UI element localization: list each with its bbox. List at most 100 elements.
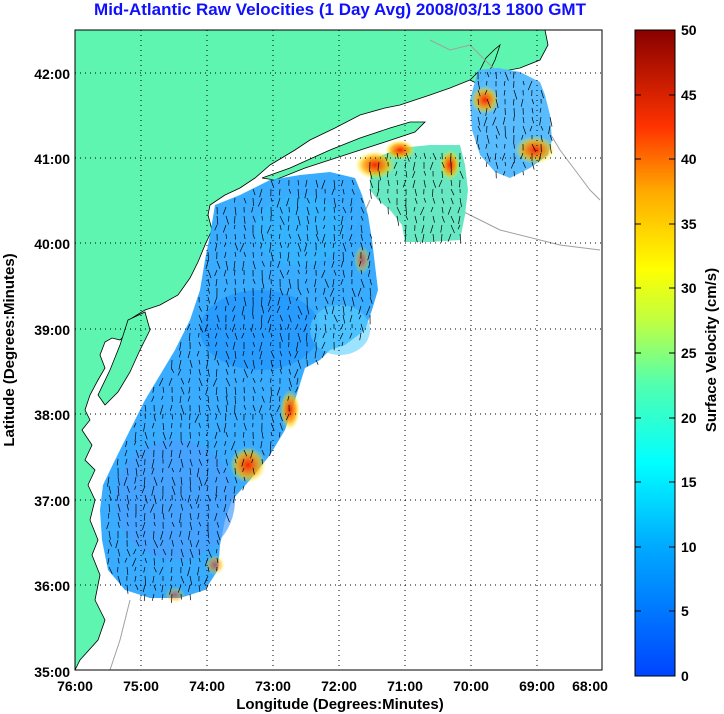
colorbar-tick-label: 50 xyxy=(681,22,697,38)
velocity-arrow xyxy=(331,260,335,268)
velocity-arrow xyxy=(351,242,353,248)
velocity-arrow xyxy=(241,305,245,316)
velocity-arrow xyxy=(306,215,310,225)
velocity-arrow xyxy=(161,395,164,400)
plot-frame xyxy=(74,29,603,671)
velocity-arrow xyxy=(216,323,220,330)
x-tick-label: 72:00 xyxy=(321,678,357,694)
velocity-arrow xyxy=(531,98,535,105)
velocity-arrow xyxy=(151,422,155,429)
velocity-arrow xyxy=(405,206,407,216)
velocity-arrow xyxy=(207,278,211,287)
velocity-arrow xyxy=(288,359,291,366)
x-tick-label: 71:00 xyxy=(387,678,423,694)
velocity-arrow xyxy=(234,449,238,459)
colorbar-tick-label: 10 xyxy=(681,539,697,555)
velocity-arrow xyxy=(243,197,247,204)
velocity-arrow xyxy=(477,98,480,106)
velocity-arrow xyxy=(180,404,185,415)
velocity-arrow xyxy=(495,143,498,148)
velocity-arrow xyxy=(323,197,326,205)
map-title: Mid-Atlantic Raw Velocities (1 Day Avg) … xyxy=(94,0,586,19)
velocity-arrow xyxy=(108,530,111,540)
velocity-arrow xyxy=(198,368,201,376)
velocity-arrow xyxy=(504,134,507,139)
velocity-arrow xyxy=(252,404,256,412)
velocity-arrow xyxy=(169,530,173,540)
velocity-arrow xyxy=(288,215,290,222)
velocity-arrow xyxy=(288,233,292,239)
velocity-arrow xyxy=(215,449,218,459)
velocity-arrow xyxy=(234,377,237,383)
velocity-arrow xyxy=(450,224,455,234)
velocity-arrow xyxy=(306,206,310,216)
velocity-arrow xyxy=(540,125,544,131)
velocity-arrow xyxy=(123,476,128,486)
velocity-arrow xyxy=(421,224,425,234)
velocity-arrow xyxy=(171,521,175,527)
velocity-arrow xyxy=(203,575,209,585)
velocity-arrow xyxy=(243,314,245,320)
velocity-arrow xyxy=(216,539,219,545)
velocity-arrow xyxy=(242,377,245,383)
velocity-arrow xyxy=(333,314,338,323)
velocity-arrow xyxy=(169,557,173,562)
velocity-arrow xyxy=(522,116,525,124)
velocity-arrow xyxy=(261,332,265,338)
velocity-arrow xyxy=(323,242,326,248)
velocity-arrow xyxy=(135,584,139,591)
velocity-arrow xyxy=(117,521,120,528)
velocity-arrow xyxy=(342,305,345,316)
velocity-arrow xyxy=(153,440,156,446)
velocity-arrow xyxy=(267,305,272,313)
land-delmarva xyxy=(97,311,151,406)
velocity-arrow xyxy=(414,188,417,196)
velocity-arrow xyxy=(197,530,200,536)
velocity-arrow xyxy=(180,458,184,468)
velocity-arrow xyxy=(126,467,129,476)
velocity-arrow xyxy=(360,296,364,303)
y-axis: 35:00 36:00 37:00 38:00 39:00 40:00 41:0… xyxy=(1,66,70,680)
velocity-arrow xyxy=(153,413,156,422)
velocity-arrow xyxy=(276,305,281,314)
velocity-arrow xyxy=(144,494,148,504)
velocity-arrow xyxy=(342,206,347,214)
velocity-arrow xyxy=(429,161,434,170)
velocity-arrow xyxy=(225,215,229,225)
velocity-arrow xyxy=(513,98,515,106)
velocity-arrow xyxy=(261,449,265,456)
velocity-arrow xyxy=(198,341,202,347)
velocity-arrow xyxy=(527,80,533,91)
velocity-arrow xyxy=(107,548,110,554)
velocity-arrow xyxy=(207,251,209,262)
velocity-arrow xyxy=(486,80,488,86)
velocity-arrow xyxy=(117,557,120,564)
velocity-arrow xyxy=(276,386,281,396)
map-plot-area xyxy=(75,30,602,670)
velocity-arrow xyxy=(196,467,200,478)
velocity-arrow xyxy=(323,260,326,266)
land-long-island xyxy=(261,121,426,181)
velocity-arrow xyxy=(395,170,398,176)
velocity-arrow xyxy=(513,107,515,118)
velocity-arrow xyxy=(321,233,326,244)
velocity-arrow xyxy=(350,305,353,312)
velocity-arrow xyxy=(339,332,344,340)
velocity-arrow xyxy=(369,278,372,285)
velocity-arrow xyxy=(153,548,156,556)
x-tick-label: 68:00 xyxy=(572,678,608,694)
velocity-arrow xyxy=(153,584,157,591)
velocity-arrow xyxy=(198,557,201,563)
velocity-arrow xyxy=(486,125,488,133)
velocity-arrow xyxy=(360,233,363,241)
velocity-arrow xyxy=(304,242,308,252)
colorbar-gradient xyxy=(634,29,676,677)
velocity-arrow xyxy=(117,503,121,512)
velocity-arrow xyxy=(287,224,290,231)
velocity-arrow xyxy=(549,143,552,154)
y-tick-label: 38:00 xyxy=(34,407,70,423)
velocity-arrow xyxy=(171,467,174,473)
velocity-arrow xyxy=(170,449,173,458)
x-axis-title: Longitude (Degrees:Minutes) xyxy=(236,696,444,713)
x-axis: 76:00 75:00 74:00 73:00 72:00 71:00 70:0… xyxy=(57,678,608,713)
